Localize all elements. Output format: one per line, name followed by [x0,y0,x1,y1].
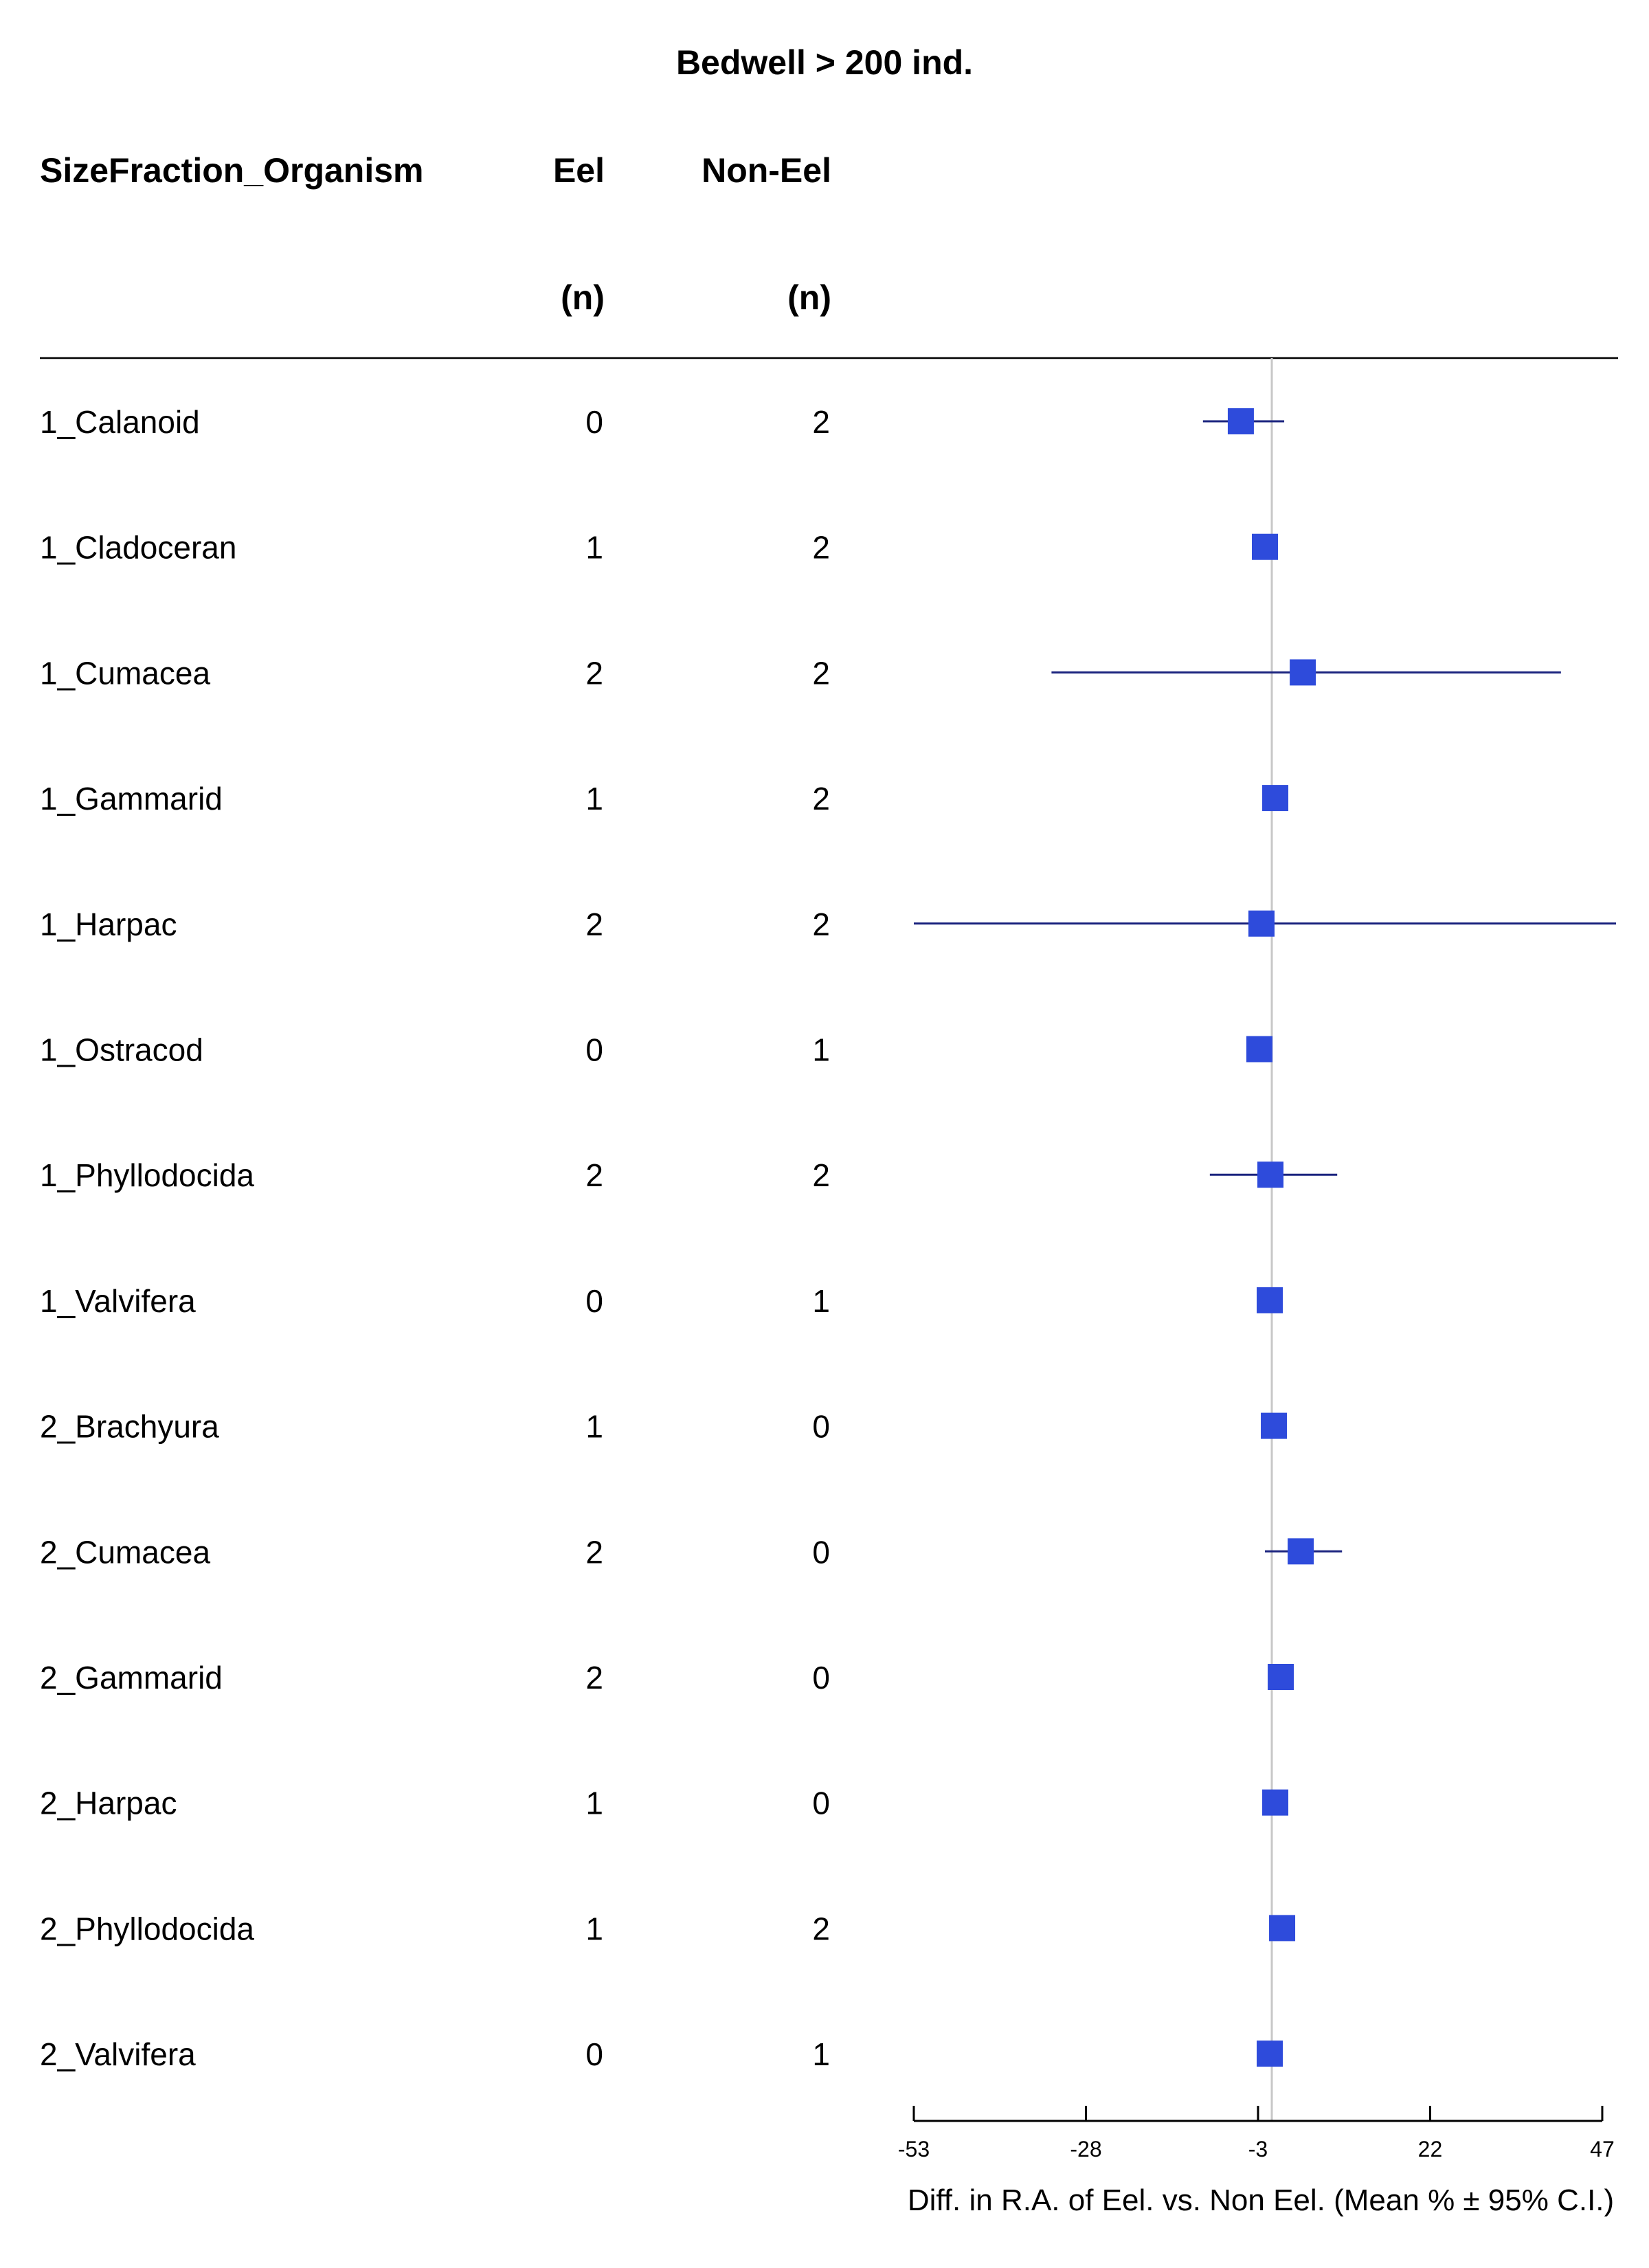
mean-marker [1257,1161,1284,1188]
row-label: 2_Gammarid [40,1660,223,1696]
row-noneel-n: 0 [812,1534,830,1570]
forest-row: 2_Phyllodocida 1 2 [40,1911,1296,1946]
row-noneel-n: 1 [812,1032,830,1068]
forest-row: 1_Phyllodocida 2 2 [40,1157,1338,1193]
mean-marker [1257,2041,1283,2067]
forest-row: 1_Cladoceran 1 2 [40,530,1278,566]
row-label: 1_Cumacea [40,655,210,691]
forest-row: 1_Valvifera 0 1 [40,1283,1283,1319]
row-noneel-n: 2 [812,655,830,691]
row-noneel-n: 0 [812,1786,830,1821]
mean-marker [1246,1036,1272,1063]
forest-row: 1_Cumacea 2 2 [40,655,1561,691]
x-tick-label: -3 [1248,2137,1268,2161]
x-tick-label: 22 [1418,2137,1443,2161]
row-eel-n: 0 [585,1283,603,1319]
row-eel-n: 1 [585,1409,603,1445]
forest-row: 2_Brachyura 1 0 [40,1409,1288,1445]
mean-marker [1288,1538,1314,1565]
forest-row: 1_Calanoid 0 2 [40,404,1285,440]
forest-row: 2_Cumacea 2 0 [40,1534,1343,1570]
row-noneel-n: 1 [812,1283,830,1319]
row-label: 1_Cladoceran [40,530,236,566]
x-tick-label: 47 [1590,2137,1615,2161]
row-eel-n: 2 [585,1660,603,1696]
row-eel-n: 1 [585,1911,603,1946]
row-noneel-n: 2 [812,404,830,440]
mean-marker [1262,785,1289,812]
x-axis-ticks: -53 -28 -3 22 47 [898,2106,1615,2161]
row-noneel-n: 1 [812,2036,830,2072]
row-label: 1_Valvifera [40,1283,196,1319]
row-eel-n: 2 [585,1534,603,1570]
row-eel-n: 1 [585,1786,603,1821]
row-noneel-n: 2 [812,907,830,942]
chart-title: Bedwell > 200 ind. [676,43,973,82]
forest-row: 2_Harpac 1 0 [40,1786,1289,1821]
row-label: 2_Harpac [40,1786,177,1821]
mean-marker [1257,1287,1283,1313]
row-eel-n: 2 [585,907,603,942]
row-label: 2_Cumacea [40,1534,210,1570]
mean-marker [1268,1664,1294,1690]
mean-marker [1290,659,1316,686]
row-label: 1_Ostracod [40,1032,203,1068]
row-label: 2_Phyllodocida [40,1911,254,1946]
x-tick-label: -53 [898,2137,930,2161]
row-eel-n: 0 [585,2036,603,2072]
row-noneel-n: 2 [812,781,830,816]
row-eel-n: 1 [585,781,603,816]
row-eel-n: 2 [585,1157,603,1193]
forest-row: 1_Ostracod 0 1 [40,1032,1272,1068]
forest-row: 1_Gammarid 1 2 [40,781,1289,816]
x-tick-label: -28 [1070,2137,1101,2161]
row-eel-n: 0 [585,404,603,440]
column-header-noneel: Non-Eel [702,151,831,190]
mean-marker [1252,533,1278,560]
row-label: 1_Harpac [40,907,177,942]
row-noneel-n: 2 [812,1911,830,1946]
row-label: 1_Calanoid [40,404,200,440]
row-eel-n: 2 [585,655,603,691]
row-label: 1_Gammarid [40,781,223,816]
row-noneel-n: 0 [812,1660,830,1696]
column-header-label: SizeFraction_Organism [40,151,424,190]
rows-layer: 1_Calanoid 0 21_Cladoceran 1 21_Cumacea 2 21_G… [40,404,1616,2072]
forest-row: 1_Harpac 2 2 [40,907,1616,942]
row-noneel-n: 2 [812,1157,830,1193]
row-label: 2_Brachyura [40,1409,219,1445]
row-label: 1_Phyllodocida [40,1157,254,1193]
mean-marker [1227,408,1254,434]
column-header-eel: Eel [553,151,605,190]
x-axis-label: Diff. in R.A. of Eel. vs. Non Eel. (Mean… [908,2183,1614,2217]
forest-row: 2_Valvifera 0 1 [40,2036,1283,2072]
row-noneel-n: 0 [812,1409,830,1445]
mean-marker [1248,910,1275,937]
forest-row: 2_Gammarid 2 0 [40,1660,1294,1696]
mean-marker [1262,1789,1289,1816]
row-label: 2_Valvifera [40,2036,196,2072]
n-label-eel: (n) [561,278,605,317]
n-label-noneel: (n) [787,278,831,317]
row-eel-n: 0 [585,1032,603,1068]
mean-marker [1261,1412,1288,1439]
row-noneel-n: 2 [812,530,830,566]
row-eel-n: 1 [585,530,603,566]
mean-marker [1269,1915,1296,1942]
